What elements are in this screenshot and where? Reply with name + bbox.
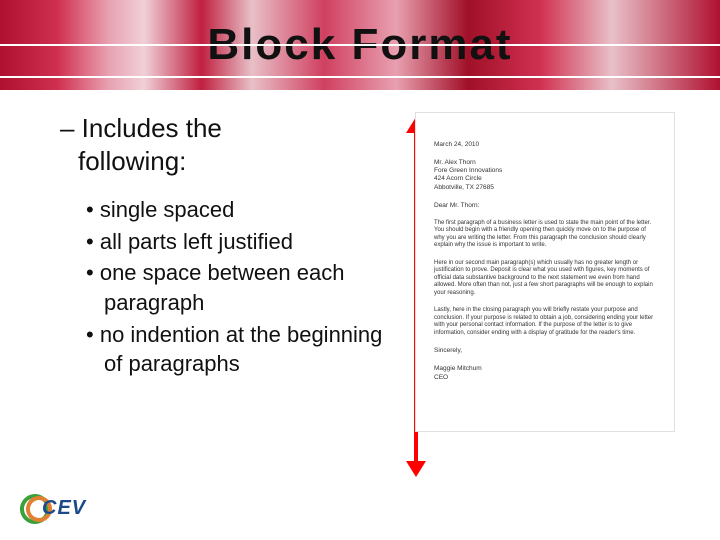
sample-column: March 24, 2010 Mr. Alex Thorn Fore Green…: [415, 112, 690, 432]
text-column: – Includes the –following: single spaced…: [60, 112, 395, 432]
letter-signature: Maggie Mitchum CEO: [434, 365, 656, 381]
letter-sample: March 24, 2010 Mr. Alex Thorn Fore Green…: [415, 112, 675, 432]
letter-salutation: Dear Mr. Thorn:: [434, 202, 656, 210]
intro-line-2: following:: [78, 146, 186, 176]
letter-paragraph: Here in our second main paragraph(s) whi…: [434, 260, 656, 298]
bullet-list: single spaced all parts left justified o…: [60, 195, 395, 379]
letter-address: Mr. Alex Thorn Fore Green Innovations 42…: [434, 159, 656, 192]
logo-text: CEV: [42, 497, 86, 520]
letter-paragraph: The first paragraph of a business letter…: [434, 220, 656, 250]
bullet-item: no indention at the beginning of paragra…: [86, 320, 395, 379]
letter-date: March 24, 2010: [434, 141, 656, 149]
page-title: Block Format: [207, 20, 512, 70]
cev-logo: CEV: [20, 494, 88, 526]
bullet-item: all parts left justified: [86, 227, 395, 257]
letter-closing: Sincerely,: [434, 347, 656, 355]
bullet-item: one space between each paragraph: [86, 258, 395, 317]
bullet-item: single spaced: [86, 195, 395, 225]
intro-line-1: – Includes the: [60, 113, 222, 143]
content-area: – Includes the –following: single spaced…: [0, 90, 720, 432]
header-band: Block Format: [0, 0, 720, 90]
letter-paragraph: Lastly, here in the closing paragraph yo…: [434, 307, 656, 337]
intro-text: – Includes the –following:: [60, 112, 395, 177]
